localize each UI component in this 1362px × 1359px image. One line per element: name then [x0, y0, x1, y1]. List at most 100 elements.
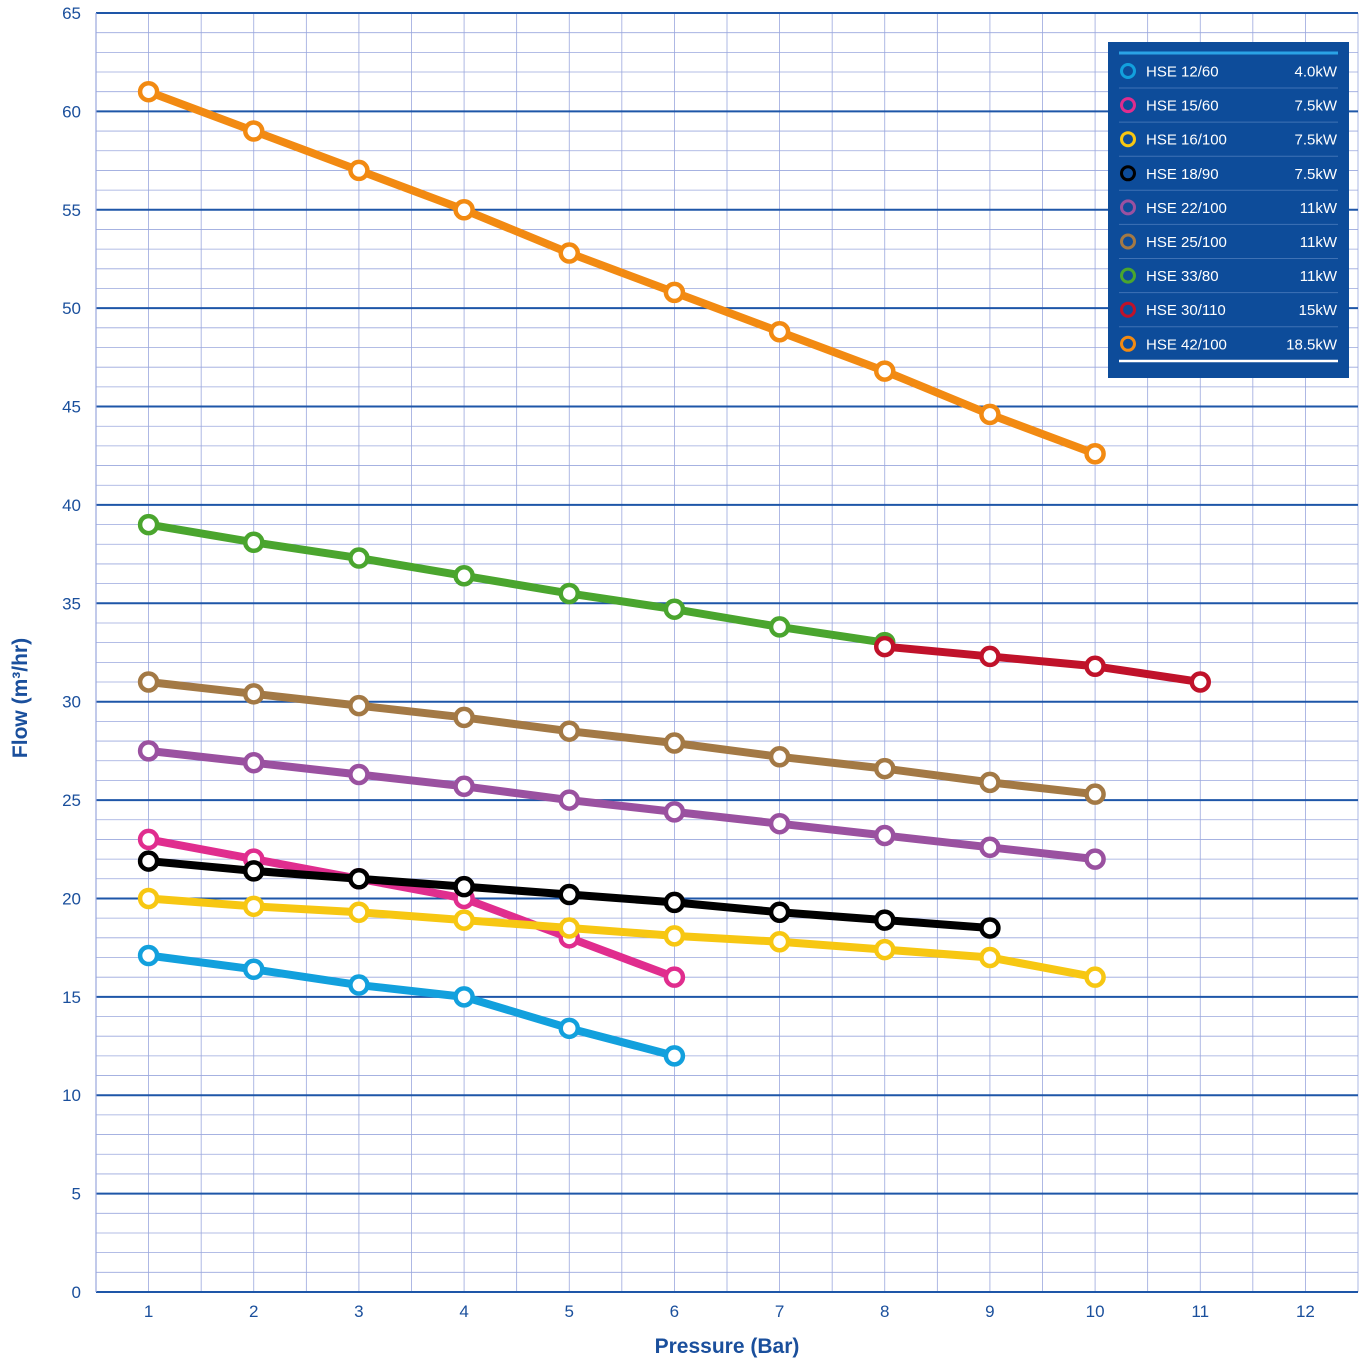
data-series [137, 80, 1211, 1067]
data-point [348, 763, 370, 786]
y-tick-label: 0 [72, 1283, 81, 1302]
y-tick-label: 30 [62, 693, 81, 712]
data-point [768, 901, 791, 923]
series-line [144, 746, 1100, 864]
data-point [243, 531, 265, 554]
data-point [137, 887, 160, 910]
legend-label: HSE 25/100 [1146, 234, 1227, 251]
y-tick-label: 20 [62, 889, 81, 908]
legend-power: 4.0kW [1294, 64, 1337, 81]
x-tick-label: 2 [249, 1302, 258, 1321]
data-point [558, 582, 580, 605]
x-tick-label: 12 [1296, 1302, 1315, 1321]
series-hse-18-90 [137, 850, 1001, 939]
data-point [453, 775, 475, 798]
legend-label: HSE 33/80 [1146, 268, 1219, 285]
y-tick-label: 55 [62, 201, 81, 220]
legend-marker [1120, 97, 1136, 114]
y-tick-label: 15 [62, 988, 81, 1007]
data-point [453, 909, 475, 931]
y-tick-label: 40 [62, 496, 81, 515]
series-hse-22-100 [137, 740, 1106, 870]
legend-marker [1120, 267, 1136, 284]
series-line [144, 894, 1100, 982]
data-point [453, 199, 475, 221]
data-point [243, 958, 265, 981]
data-point [768, 616, 791, 638]
data-point [663, 732, 686, 754]
y-tick-label: 35 [62, 594, 81, 613]
y-tick-label: 25 [62, 791, 81, 810]
data-point [558, 242, 580, 264]
data-point [663, 281, 686, 304]
legend-power: 7.5kW [1294, 132, 1337, 149]
data-point [874, 938, 896, 961]
data-point [243, 895, 265, 918]
data-point [137, 671, 160, 693]
data-point [979, 946, 1001, 969]
y-tick-label: 50 [62, 299, 81, 318]
x-tick-label: 3 [354, 1302, 363, 1321]
series-hse-30-110 [874, 635, 1211, 693]
data-point [243, 860, 265, 882]
legend-power: 11kW [1300, 234, 1338, 251]
data-point [768, 812, 791, 835]
data-point [137, 740, 160, 762]
data-point [874, 757, 896, 780]
data-point [558, 720, 580, 742]
legend-power: 15kW [1299, 302, 1338, 319]
legend-label: HSE 15/60 [1146, 98, 1219, 115]
data-point [348, 694, 370, 717]
data-point [768, 931, 791, 953]
x-tick-label: 10 [1086, 1302, 1105, 1321]
data-point [558, 1017, 580, 1040]
data-point [453, 706, 475, 729]
legend-label: HSE 30/110 [1146, 302, 1226, 319]
legend-power: 11kW [1300, 200, 1338, 217]
series-line [144, 835, 679, 982]
legend-label: HSE 16/100 [1146, 132, 1227, 149]
series-line [880, 642, 1205, 687]
x-tick-label: 4 [459, 1302, 468, 1321]
data-point [874, 909, 896, 931]
legend-label: HSE 22/100 [1146, 200, 1227, 217]
data-point [663, 1045, 686, 1067]
data-point [348, 901, 370, 923]
data-point [1084, 783, 1106, 805]
legend-marker [1120, 199, 1136, 216]
data-point [137, 850, 160, 872]
legend-marker [1120, 165, 1136, 182]
data-point [453, 875, 475, 898]
data-point [243, 751, 265, 774]
data-point [1084, 655, 1106, 678]
series-hse-16-100 [137, 887, 1106, 988]
y-axis-title: Flow (m³/hr) [9, 638, 32, 758]
data-point [874, 635, 896, 658]
data-point [453, 986, 475, 1008]
series-hse-12-60 [137, 944, 686, 1067]
x-tick-label: 8 [880, 1302, 889, 1321]
data-point [1084, 443, 1106, 465]
data-point [979, 917, 1001, 939]
data-point [348, 159, 370, 182]
data-point [768, 321, 791, 343]
legend-power: 18.5kW [1286, 336, 1338, 353]
data-point [663, 966, 686, 988]
data-point [979, 403, 1001, 426]
data-point [137, 828, 160, 851]
data-point [663, 801, 686, 823]
series-hse-25-100 [137, 671, 1106, 805]
x-tick-label: 11 [1191, 1302, 1209, 1321]
y-tick-label: 45 [62, 398, 81, 417]
data-point [663, 891, 686, 914]
y-tick-label: 60 [62, 102, 81, 121]
data-point [558, 883, 580, 906]
data-point [663, 598, 686, 620]
legend-marker [1120, 301, 1136, 318]
data-point [768, 746, 791, 768]
y-tick-label: 65 [62, 4, 81, 23]
data-point [979, 836, 1001, 859]
data-point [558, 917, 580, 939]
data-point [558, 789, 580, 811]
y-tick-label: 5 [72, 1185, 81, 1204]
